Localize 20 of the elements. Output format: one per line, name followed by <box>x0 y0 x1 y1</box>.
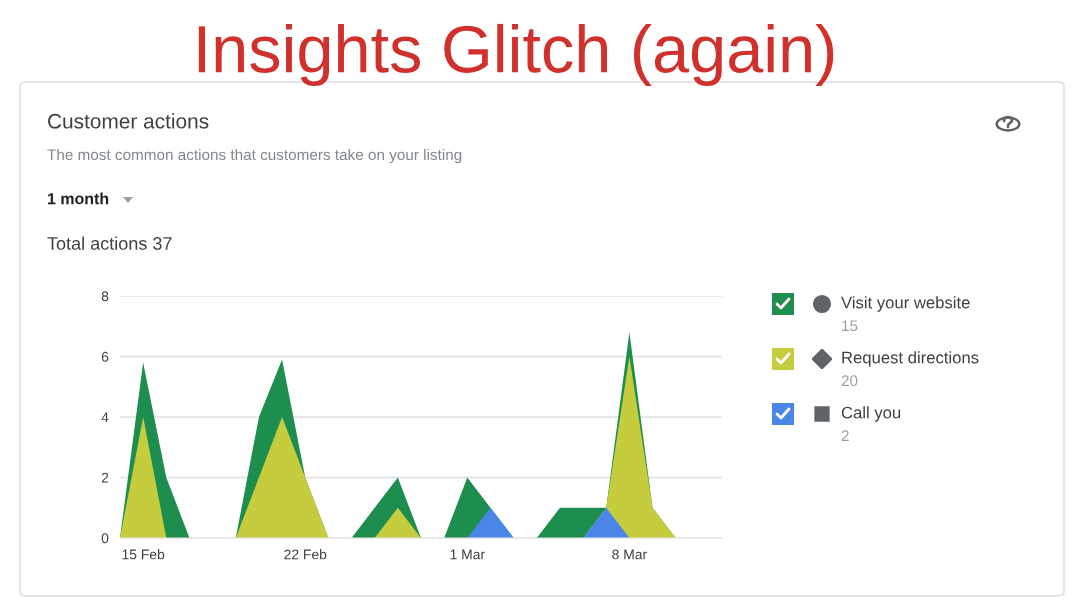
x-tick-label: 15 Feb <box>122 549 165 560</box>
y-tick-label: 6 <box>101 351 109 362</box>
y-tick-label: 4 <box>101 412 109 423</box>
text: 20 <box>841 375 858 387</box>
chart-title: Insights Glitch (again) <box>198 23 834 87</box>
text: 15 <box>842 320 858 332</box>
text: 2 <box>841 430 849 441</box>
chart-subtitle: Customer actions <box>48 113 209 129</box>
y-tick-label: 8 <box>101 291 109 302</box>
text: Call you <box>841 406 901 422</box>
text: The most common actions that customers take on your listing <box>47 148 462 164</box>
x-tick-label: 8 Mar <box>612 549 647 560</box>
text: 1 month <box>48 192 109 205</box>
text: Request directions <box>842 351 979 367</box>
text: Visit your website <box>841 296 970 312</box>
x-tick-label: 22 Feb <box>284 549 327 560</box>
y-tick-label: 0 <box>101 533 109 544</box>
x-tick-label: 1 Mar <box>450 549 485 560</box>
text: Total actions 37 <box>47 236 172 250</box>
y-tick-label: 2 <box>101 472 109 483</box>
